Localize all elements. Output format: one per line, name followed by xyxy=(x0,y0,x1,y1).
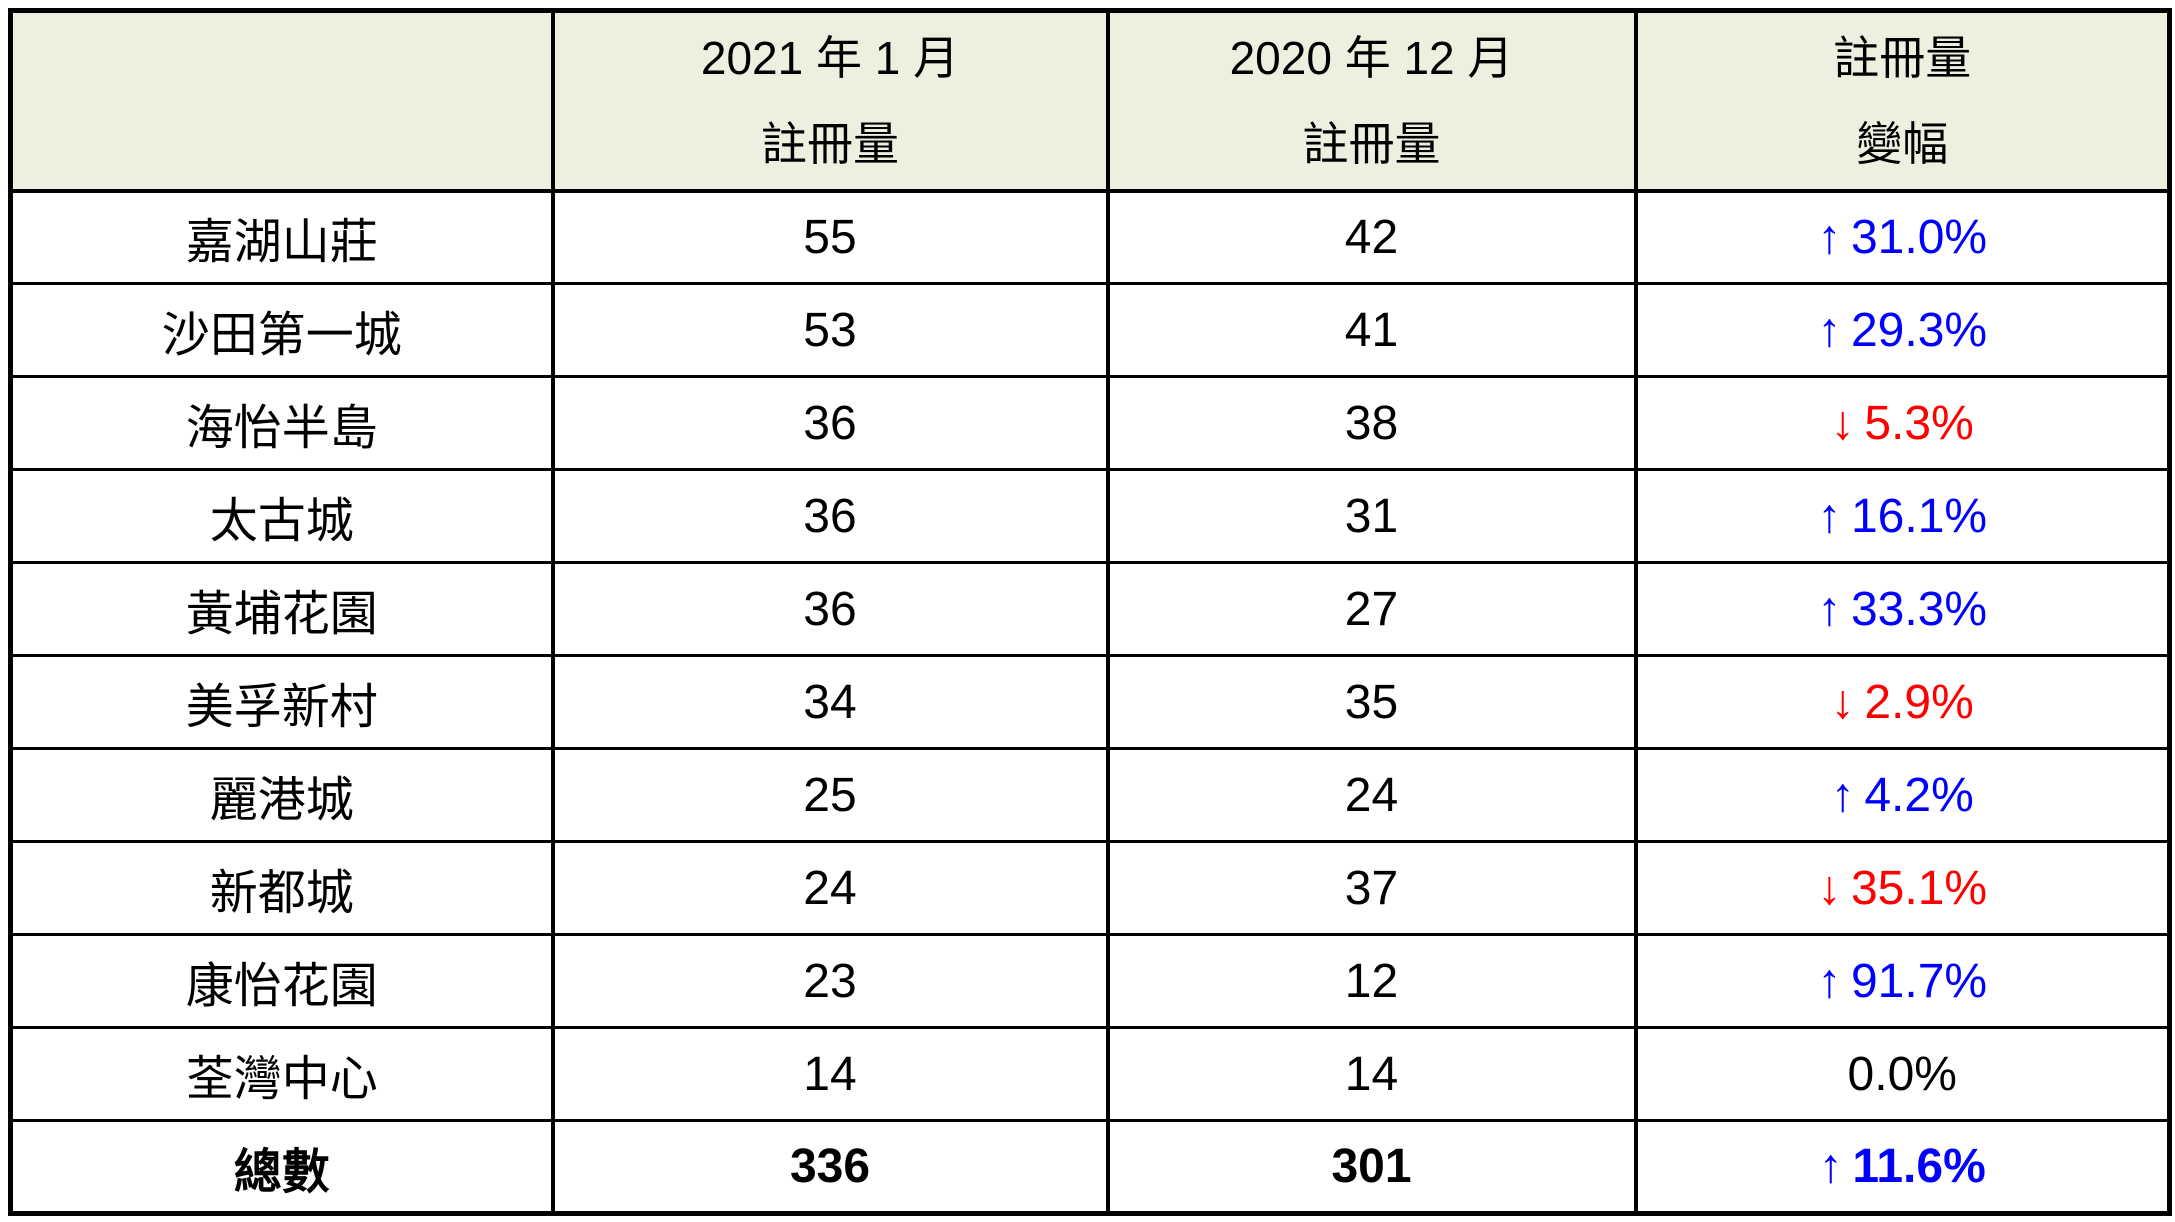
estate-row: 海怡半島 36 38 ↓ 5.3% xyxy=(8,375,2172,471)
estate-row: 嘉湖山莊 55 42 ↑ 31.0% xyxy=(8,189,2172,285)
dec-2020-value-cell: 38 xyxy=(1105,375,1638,471)
change-value: 33.3% xyxy=(1850,582,1988,636)
header-line1: 註冊量 xyxy=(1833,31,1972,84)
change-cell: ↑ 29.3% xyxy=(1633,282,2172,378)
estate-name-cell: 總數 xyxy=(8,1119,555,1215)
header-jan-2021-cell: 2021 年 1 月 註冊量 xyxy=(550,9,1110,193)
dec-2020-value-cell: 14 xyxy=(1105,1026,1638,1122)
dec-2020-value-cell: 35 xyxy=(1105,654,1638,750)
jan-2021-value-cell: 336 xyxy=(550,1119,1110,1215)
up-arrow-icon: ↑ xyxy=(1817,582,1842,636)
header-line2: 註冊量 xyxy=(1302,117,1441,170)
change-value: 29.3% xyxy=(1850,303,1988,357)
header-line1: 2021 年 1 月 xyxy=(700,31,960,84)
jan-2021-value-cell: 55 xyxy=(550,189,1110,285)
up-arrow-icon: ↑ xyxy=(1818,1140,1843,1193)
jan-2021-value-cell: 34 xyxy=(550,654,1110,750)
change-cell: ↓ 5.3% xyxy=(1633,375,2172,471)
estate-name-cell: 嘉湖山莊 xyxy=(8,189,555,285)
estate-name-cell: 荃灣中心 xyxy=(8,1026,555,1122)
header-line1: 2020 年 12 月 xyxy=(1229,31,1514,84)
estate-name-cell: 新都城 xyxy=(8,840,555,936)
change-cell: ↑ 11.6% xyxy=(1633,1119,2172,1215)
change-cell: ↑ 33.3% xyxy=(1633,561,2172,657)
estate-name-cell: 美孚新村 xyxy=(8,654,555,750)
jan-2021-value-cell: 25 xyxy=(550,747,1110,843)
jan-2021-value-cell: 14 xyxy=(550,1026,1110,1122)
header-change-cell: 註冊量 變幅 xyxy=(1633,9,2172,193)
total-row: 總數 336 301 ↑ 11.6% xyxy=(8,1119,2172,1215)
up-arrow-icon: ↑ xyxy=(1817,303,1842,357)
dec-2020-value-cell: 37 xyxy=(1105,840,1638,936)
change-value: 5.3% xyxy=(1864,396,1974,450)
registration-table: 2021 年 1 月 註冊量 2020 年 12 月 註冊量 註冊量 變幅 嘉湖… xyxy=(8,8,2172,1216)
change-cell: ↑ 4.2% xyxy=(1633,747,2172,843)
estate-row: 太古城 36 31 ↑ 16.1% xyxy=(8,468,2172,564)
estate-row: 新都城 24 37 ↓ 35.1% xyxy=(8,840,2172,936)
header-row: 2021 年 1 月 註冊量 2020 年 12 月 註冊量 註冊量 變幅 xyxy=(8,9,2172,193)
change-value: 11.6% xyxy=(1852,1140,1986,1193)
change-cell: 0.0% xyxy=(1633,1026,2172,1122)
change-value: 91.7% xyxy=(1850,954,1988,1008)
change-value: 4.2% xyxy=(1864,768,1974,822)
up-arrow-icon: ↑ xyxy=(1830,768,1855,822)
change-cell: ↓ 2.9% xyxy=(1633,654,2172,750)
dec-2020-value-cell: 31 xyxy=(1105,468,1638,564)
up-arrow-icon: ↑ xyxy=(1817,954,1842,1008)
estate-row: 美孚新村 34 35 ↓ 2.9% xyxy=(8,654,2172,750)
change-cell: ↓ 35.1% xyxy=(1633,840,2172,936)
header-line2: 註冊量 xyxy=(761,117,899,170)
estate-row: 荃灣中心 14 14 0.0% xyxy=(8,1026,2172,1122)
estate-name-cell: 太古城 xyxy=(8,468,555,564)
change-cell: ↑ 16.1% xyxy=(1633,468,2172,564)
change-value: 16.1% xyxy=(1850,489,1988,543)
header-line2: 變幅 xyxy=(1856,117,1949,170)
header-estate-cell xyxy=(8,9,555,193)
estate-name-cell: 沙田第一城 xyxy=(8,282,555,378)
dec-2020-value-cell: 12 xyxy=(1105,933,1638,1029)
change-value: 0.0% xyxy=(1847,1047,1957,1101)
estate-row: 康怡花園 23 12 ↑ 91.7% xyxy=(8,933,2172,1029)
header-dec-2020-cell: 2020 年 12 月 註冊量 xyxy=(1105,9,1638,193)
change-cell: ↑ 31.0% xyxy=(1633,189,2172,285)
change-value: 31.0% xyxy=(1850,210,1988,264)
dec-2020-value-cell: 42 xyxy=(1105,189,1638,285)
dec-2020-value-cell: 24 xyxy=(1105,747,1638,843)
down-arrow-icon: ↓ xyxy=(1817,861,1842,915)
jan-2021-value-cell: 53 xyxy=(550,282,1110,378)
estate-name-cell: 海怡半島 xyxy=(8,375,555,471)
jan-2021-value-cell: 24 xyxy=(550,840,1110,936)
jan-2021-value-cell: 23 xyxy=(550,933,1110,1029)
estate-row: 沙田第一城 53 41 ↑ 29.3% xyxy=(8,282,2172,378)
estate-name-cell: 麗港城 xyxy=(8,747,555,843)
dec-2020-value-cell: 41 xyxy=(1105,282,1638,378)
up-arrow-icon: ↑ xyxy=(1817,489,1842,543)
change-value: 2.9% xyxy=(1864,675,1974,729)
table-body: 嘉湖山莊 55 42 ↑ 31.0% 沙田第一城 53 41 ↑ 29.3% 海怡半島 36 38 ↓ 5.… xyxy=(8,189,2172,1215)
down-arrow-icon: ↓ xyxy=(1830,396,1855,450)
dec-2020-value-cell: 27 xyxy=(1105,561,1638,657)
change-cell: ↑ 91.7% xyxy=(1633,933,2172,1029)
up-arrow-icon: ↑ xyxy=(1817,210,1842,264)
dec-2020-value-cell: 301 xyxy=(1105,1119,1638,1215)
estate-name-cell: 黃埔花園 xyxy=(8,561,555,657)
change-value: 35.1% xyxy=(1850,861,1988,915)
jan-2021-value-cell: 36 xyxy=(550,375,1110,471)
estate-row: 麗港城 25 24 ↑ 4.2% xyxy=(8,747,2172,843)
estate-name-cell: 康怡花園 xyxy=(8,933,555,1029)
jan-2021-value-cell: 36 xyxy=(550,561,1110,657)
estate-row: 黃埔花園 36 27 ↑ 33.3% xyxy=(8,561,2172,657)
down-arrow-icon: ↓ xyxy=(1830,675,1855,729)
jan-2021-value-cell: 36 xyxy=(550,468,1110,564)
